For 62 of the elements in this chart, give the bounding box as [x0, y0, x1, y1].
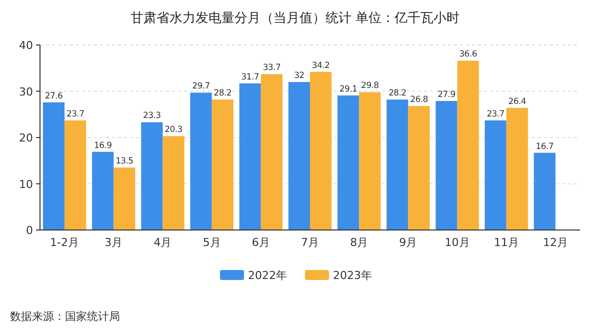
y-tick-label: 0: [26, 224, 33, 237]
bar: [190, 92, 212, 230]
data-label: 16.9: [94, 140, 112, 151]
data-label: 26.8: [410, 95, 428, 106]
y-tick-label: 10: [19, 178, 33, 191]
bar: [534, 152, 556, 230]
bar: [359, 92, 381, 230]
chart-title: 甘肃省水力发电量分月（当月值）统计 单位：亿千瓦小时: [130, 11, 460, 26]
x-tick-label: 3月: [104, 236, 123, 249]
bar: [260, 74, 283, 230]
bar: [506, 108, 528, 230]
data-label: 29.7: [192, 82, 210, 92]
data-label: 36.6: [459, 50, 477, 60]
bar: [162, 136, 184, 230]
bar: [408, 106, 430, 230]
bar: [92, 152, 114, 230]
bar: [436, 100, 458, 230]
data-label: 28.2: [214, 88, 232, 99]
data-label: 29.8: [361, 81, 379, 92]
x-tick-label: 9月: [399, 236, 418, 249]
bar: [212, 100, 234, 230]
data-label: 23.7: [66, 109, 84, 120]
data-label: 23.3: [143, 111, 161, 122]
data-label: 26.4: [508, 96, 526, 107]
x-tick-label: 8月: [350, 236, 368, 249]
x-tick-label: 11月: [494, 236, 519, 249]
bar: [337, 95, 360, 230]
legend-label: 2022年: [248, 269, 287, 282]
data-label: 28.2: [388, 88, 406, 99]
data-label: 33.7: [262, 63, 281, 74]
data-label: 34.2: [312, 60, 330, 71]
x-tick-label: 5月: [202, 236, 221, 249]
data-label: 31.7: [241, 72, 259, 82]
data-label: 20.3: [164, 125, 182, 136]
bar: [114, 168, 136, 230]
x-tick-label: 10月: [444, 236, 470, 249]
bar: [484, 120, 506, 230]
y-tick-label: 20: [19, 132, 33, 144]
bar: [386, 100, 408, 230]
y-tick-label: 40: [19, 39, 33, 52]
x-tick-label: 1-2月: [50, 236, 80, 249]
x-tick-label: 12月: [542, 236, 568, 249]
data-label: 27.9: [438, 90, 456, 100]
data-label: 13.5: [116, 156, 134, 167]
bar: [141, 122, 163, 230]
x-tick-label: 6月: [252, 236, 270, 249]
bar: [64, 120, 86, 230]
bar: [288, 82, 310, 230]
bar: [457, 60, 479, 230]
data-label: 29.1: [339, 84, 358, 94]
legend-label: 2023年: [333, 269, 372, 282]
x-tick-label: 4月: [154, 236, 172, 249]
data-label: 23.7: [486, 109, 504, 120]
data-label: 32: [294, 71, 304, 81]
source-note: 数据来源：国家统计局: [10, 310, 120, 323]
bar: [239, 83, 261, 230]
bar: [310, 72, 332, 230]
y-tick-label: 30: [19, 85, 33, 98]
x-tick-label: 7月: [301, 236, 319, 249]
data-label: 27.6: [44, 91, 63, 102]
data-label: 16.7: [536, 142, 554, 152]
bar: [42, 102, 65, 230]
